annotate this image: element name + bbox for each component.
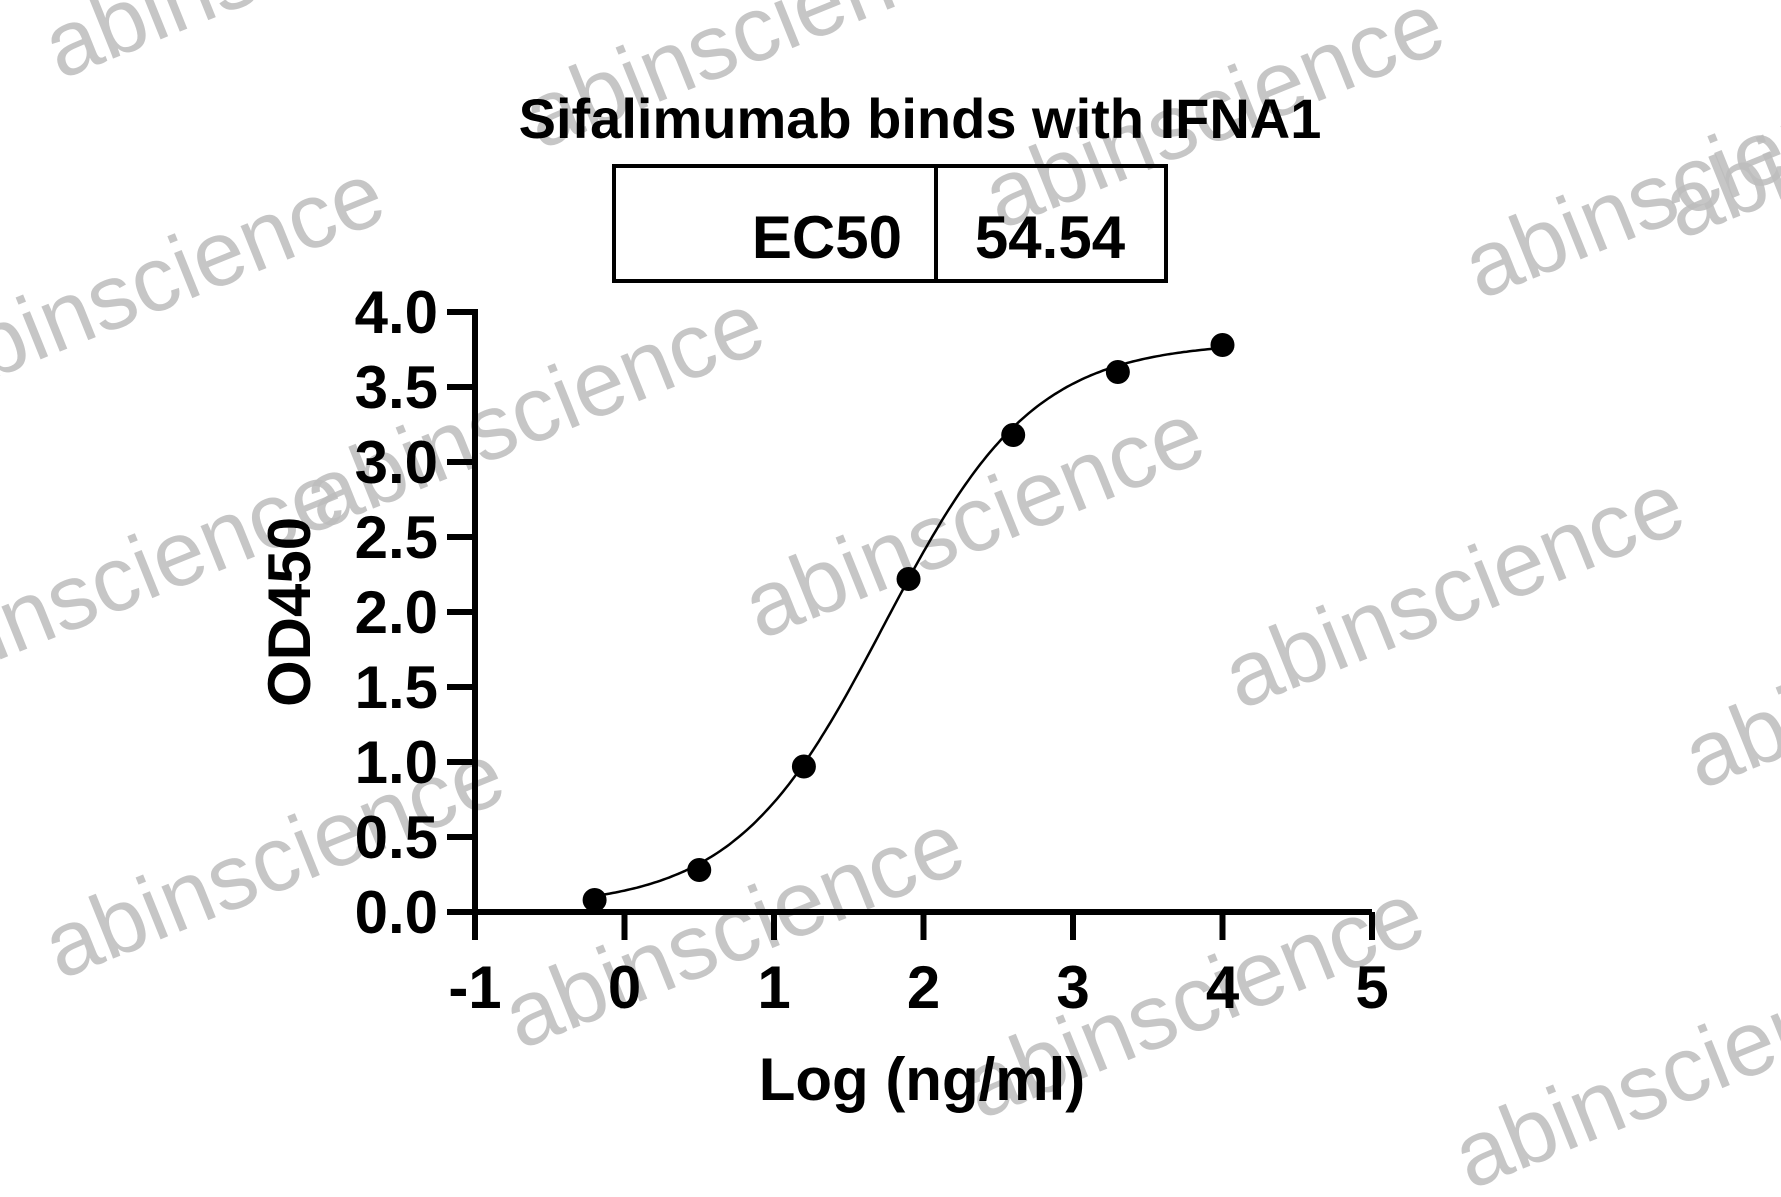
x-tick-label: 0 <box>608 954 641 1021</box>
watermark-text: abinscience <box>29 0 518 99</box>
data-point <box>582 888 607 912</box>
x-tick-label: -1 <box>448 954 501 1021</box>
y-tick-label: 3.5 <box>355 354 438 421</box>
y-tick-label: 0.0 <box>355 879 438 946</box>
y-tick-label: 2.5 <box>355 504 438 571</box>
data-point <box>1001 423 1026 447</box>
y-tick-label: 4.0 <box>355 279 438 346</box>
y-tick-label: 1.0 <box>355 729 438 796</box>
axes: -1 0 1 2 3 4 5 0.0 0.5 1.0 1.5 2.0 2.5 3.0 3.5 4.0 <box>355 279 1389 1021</box>
x-tick-label: 1 <box>757 954 790 1021</box>
x-tick-label: 2 <box>907 954 940 1021</box>
watermark-text: abinscience <box>489 792 978 1069</box>
watermark-text: abinscience <box>729 382 1218 659</box>
y-tick-label: 1.5 <box>355 654 438 721</box>
data-point <box>1210 333 1235 357</box>
data-point <box>1105 360 1130 384</box>
watermark-text: abinscience <box>1209 452 1698 729</box>
x-tick-label: 3 <box>1056 954 1089 1021</box>
ec50-label: EC50 <box>752 204 902 271</box>
y-tick-label: 3.0 <box>355 429 438 496</box>
data-point <box>791 754 816 779</box>
x-tick-label: 4 <box>1206 954 1240 1021</box>
y-tick-label: 2.0 <box>355 579 438 646</box>
data-point <box>896 567 921 591</box>
x-tick-label: 5 <box>1355 954 1388 1021</box>
data-points <box>582 333 1235 912</box>
watermark-text: abinscience <box>29 722 518 999</box>
ec50-value: 54.54 <box>975 204 1126 271</box>
watermark-text: abinscience <box>1669 532 1781 809</box>
x-axis-label: Log (ng/ml) <box>759 1046 1086 1113</box>
data-point <box>687 858 712 882</box>
ec50-table: EC50 54.54 <box>612 164 1168 283</box>
y-axis-label: OD450 <box>256 517 323 707</box>
ec50-box <box>612 164 1168 283</box>
watermark-text: abinscience <box>1439 932 1781 1197</box>
y-tick-label: 0.5 <box>355 804 438 871</box>
chart-title: Sifalimumab binds with IFNA1 <box>519 87 1322 150</box>
watermark-text: abinscience <box>0 142 398 419</box>
